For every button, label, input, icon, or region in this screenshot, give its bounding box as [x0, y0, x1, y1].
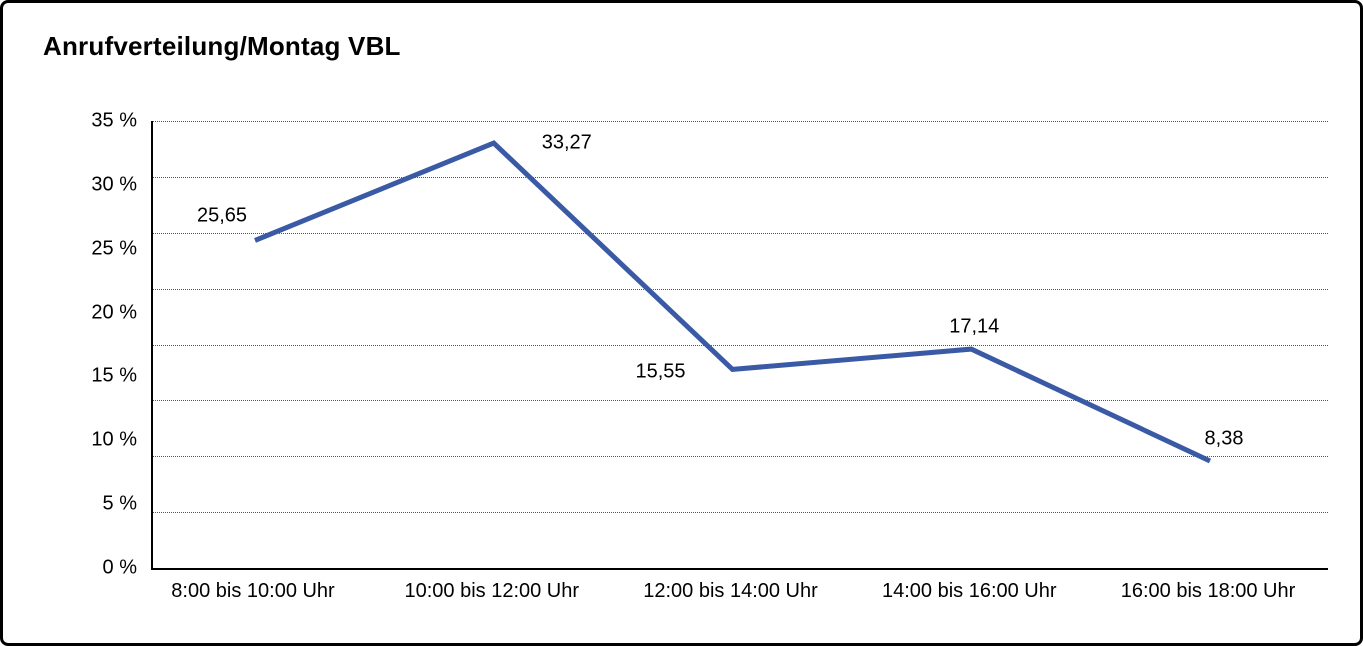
data-point-label: 25,65 — [196, 204, 248, 227]
x-tick-label: 16:00 bis 18:00 Uhr — [1120, 580, 1296, 602]
gridline — [153, 400, 1328, 402]
y-tick-label: 35 % — [91, 109, 137, 132]
gridline — [153, 121, 1328, 122]
gridline — [153, 288, 1328, 290]
data-point-label: 15,55 — [635, 360, 686, 383]
y-axis-labels: 35 % 30 % 25 % 20 % 15 % 10 % 5 % 0 % — [3, 110, 137, 579]
y-tick-label: 5 % — [102, 492, 137, 515]
gridline — [153, 456, 1328, 458]
y-tick-label: 15 % — [91, 364, 137, 387]
x-tick-label: 10:00 bis 12:00 Uhr — [404, 580, 580, 602]
series-line — [254, 140, 1212, 464]
y-tick-label: 20 % — [91, 301, 137, 324]
y-tick-label: 30 % — [91, 173, 137, 196]
y-tick-label: 25 % — [91, 237, 137, 260]
x-tick-label: 12:00 bis 14:00 Uhr — [643, 580, 818, 602]
data-point-label: 33,27 — [541, 131, 592, 154]
gridline — [153, 344, 1328, 346]
x-tick-label: 14:00 bis 16:00 Uhr — [881, 580, 1057, 602]
x-tick-label: 8:00 bis 10:00 Uhr — [171, 580, 335, 602]
gridline — [153, 176, 1328, 178]
line-chart-canvas — [254, 140, 1212, 464]
chart-title: Anrufverteilung/Montag VBL — [43, 31, 401, 61]
y-tick-label: 10 % — [91, 428, 137, 451]
y-tick-label: 0 % — [102, 556, 137, 579]
x-axis-labels: 8:00 bis 10:00 Uhr 10:00 bis 12:00 Uhr 12:… — [151, 580, 1326, 610]
gridline — [153, 512, 1328, 514]
plot-area: 25,65 33,27 15,55 17,14 8,38 — [151, 121, 1328, 570]
gridline — [153, 232, 1328, 234]
data-point-label: 17,14 — [949, 315, 1000, 338]
data-point-label: 8,38 — [1204, 427, 1244, 450]
